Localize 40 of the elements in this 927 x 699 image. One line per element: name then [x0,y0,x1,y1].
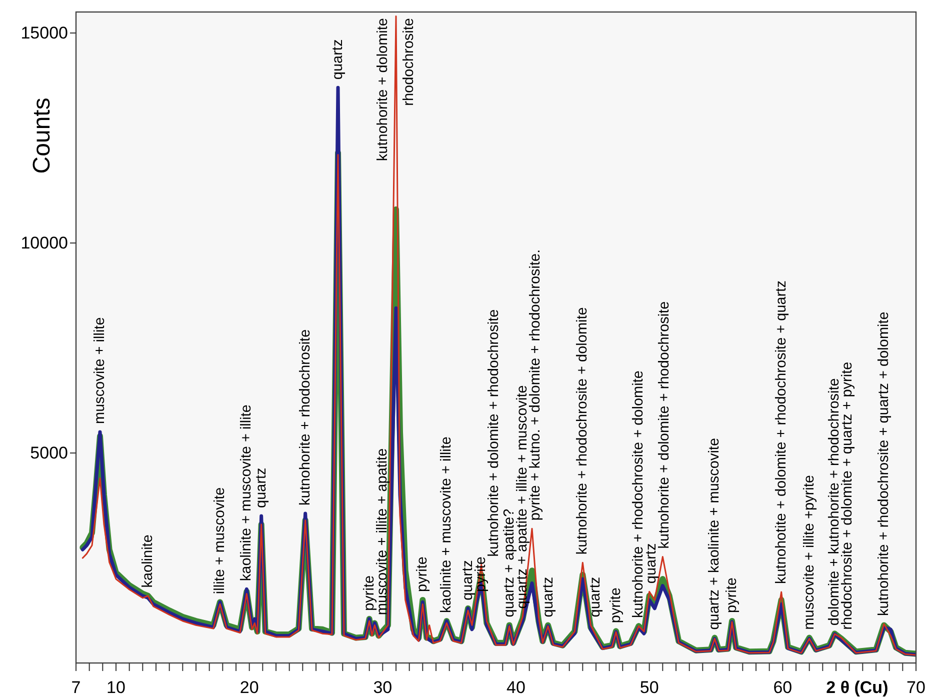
annotation: rhodochrosite + dolomite + quartz + pyrite [840,362,856,630]
annotation: kutnohorite + dolomite + rhodochrosite [486,309,502,557]
x-tick-label: 7 [71,678,81,697]
y-tick-label: 10000 [20,234,68,252]
annotation: kutnohorite + rhodochrosite + quartz + dolomite [876,312,892,616]
annotation: quartz [330,39,346,80]
annotation: muscovite + illite [92,317,108,424]
y-tick-label: 5000 [30,444,68,462]
annotation: quartz [460,560,476,600]
annotation: rhodochrosite [401,18,417,106]
annotation: kutnohorite + rhodochrosite + dolomite [574,307,591,555]
y-tick-label: 15000 [20,24,68,42]
annotation: quartz [588,576,604,618]
annotation: quartz + apatite? [501,508,518,618]
annotation: pyrite + kutno. + dolomite + rhodochrosite. [528,249,544,521]
x-tick-label: 20 [240,678,259,697]
x-tick-label: 10 [106,678,126,697]
annotation: pyrite [473,556,489,592]
annotation: kaolinite [140,534,156,588]
annotation: quartz [253,468,270,508]
annotation: illite + muscovite [212,487,228,594]
annotation: quartz [540,576,557,618]
annotation: kaolinite + muscovite + illite [438,436,455,613]
annotation: kutnohorite + rhodochrosite [297,329,314,506]
annotation: muscovite + illite +pyrite [801,475,818,630]
x-tick-label: 50 [640,678,659,697]
annotation: kutnohotite + dolomite + rhodochrosite + quartz [773,280,790,584]
x-tick-label: 70 [906,678,926,697]
annotation: kaolinite + muscovite + illite [238,404,255,582]
annotation: pyrite [608,588,624,624]
x-tick-label: 60 [773,678,792,697]
annotation: pyrite [724,578,740,613]
annotation: pyrite [414,556,431,592]
x-tick-label: 30 [373,678,392,697]
annotation: pyrite [361,575,378,611]
x-tick-label: 40 [506,678,526,697]
x-axis-title: 2 θ (Cu) [826,678,888,697]
annotation: quartz + kaolinite + muscovite [706,438,723,630]
annotation: kutnohorite + dolomite [375,18,391,162]
y-axis-title: Counts [28,98,56,174]
